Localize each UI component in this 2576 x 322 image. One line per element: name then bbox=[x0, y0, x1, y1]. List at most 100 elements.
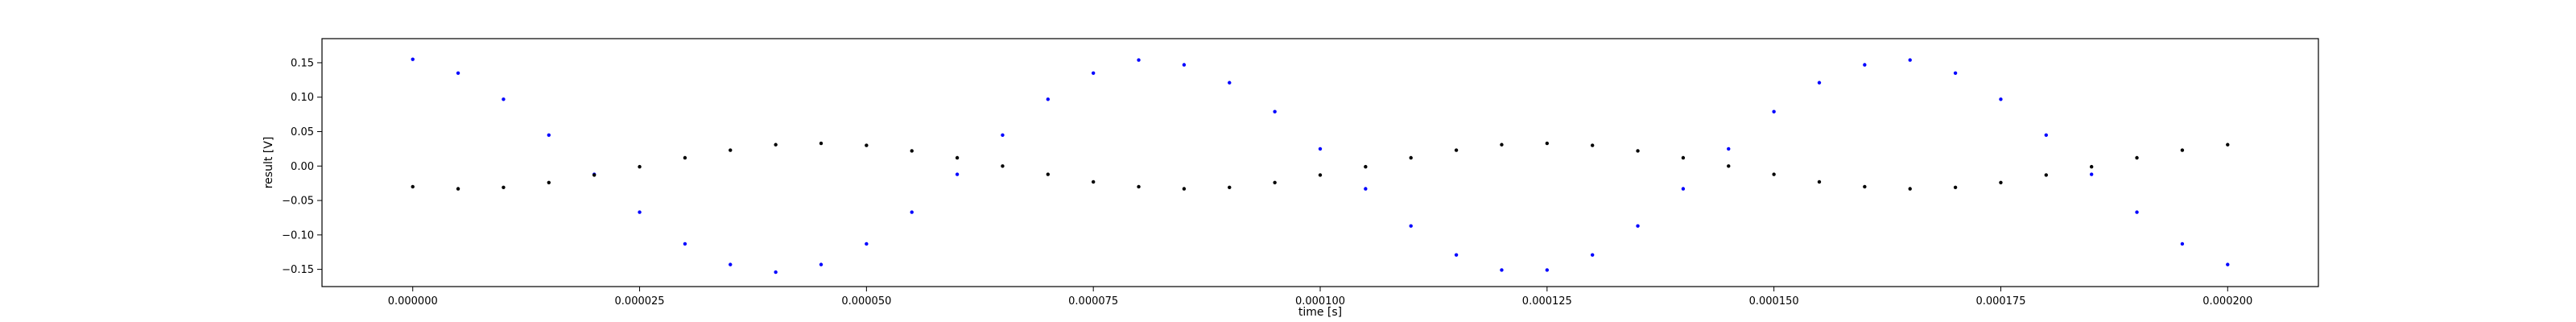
x-tick-label: 0.000000 bbox=[388, 295, 438, 308]
data-point bbox=[1500, 142, 1504, 147]
data-point bbox=[2226, 142, 2230, 147]
y-tick-label: 0.05 bbox=[291, 126, 314, 138]
data-point bbox=[2180, 148, 2185, 152]
data-point bbox=[1454, 253, 1459, 257]
data-point bbox=[2044, 173, 2049, 177]
data-point bbox=[774, 142, 778, 147]
data-point bbox=[1364, 164, 1368, 169]
data-point bbox=[456, 71, 460, 75]
data-point bbox=[1681, 187, 1686, 191]
data-point bbox=[1999, 97, 2003, 101]
data-point bbox=[1545, 141, 1550, 146]
data-point bbox=[1636, 149, 1640, 153]
data-point bbox=[865, 143, 869, 147]
data-point bbox=[502, 185, 506, 189]
data-point bbox=[1590, 253, 1595, 257]
data-point bbox=[638, 210, 642, 214]
data-point bbox=[1908, 58, 1912, 62]
data-point bbox=[638, 164, 642, 169]
data-point bbox=[683, 155, 687, 160]
y-tick-label: −0.05 bbox=[282, 196, 314, 208]
data-point bbox=[2226, 262, 2230, 266]
data-point bbox=[1817, 80, 1822, 85]
data-point bbox=[819, 262, 824, 266]
data-point bbox=[683, 242, 687, 246]
data-point bbox=[1182, 63, 1187, 67]
data-point bbox=[1409, 224, 1413, 228]
data-point bbox=[547, 180, 551, 185]
data-point bbox=[910, 210, 914, 214]
data-point bbox=[2089, 164, 2094, 169]
data-point bbox=[1046, 172, 1051, 176]
data-point bbox=[1454, 148, 1459, 152]
data-point bbox=[1273, 180, 1277, 185]
data-point bbox=[2180, 242, 2185, 246]
data-point bbox=[1863, 184, 1867, 189]
data-point bbox=[1091, 180, 1096, 184]
data-point bbox=[1817, 180, 1822, 184]
data-point bbox=[1681, 155, 1686, 160]
data-point bbox=[547, 133, 551, 137]
data-point bbox=[1318, 147, 1323, 151]
y-tick-label: −0.15 bbox=[282, 264, 314, 276]
data-point bbox=[1091, 71, 1096, 75]
y-tick-label: 0.00 bbox=[291, 161, 314, 173]
data-point bbox=[1772, 172, 1776, 176]
series-1 bbox=[411, 57, 2230, 275]
x-tick-label: 0.000175 bbox=[1975, 295, 2025, 308]
x-tick-label: 0.000100 bbox=[1295, 295, 1345, 308]
x-tick-label: 0.000150 bbox=[1749, 295, 1799, 308]
data-point bbox=[1409, 155, 1413, 160]
x-tick-label: 0.000050 bbox=[841, 295, 891, 308]
data-point bbox=[1908, 187, 1912, 191]
data-point bbox=[502, 97, 506, 101]
data-point bbox=[1001, 164, 1005, 168]
data-point bbox=[865, 242, 869, 246]
x-tick-label: 0.000025 bbox=[615, 295, 665, 308]
y-tick-label: −0.10 bbox=[282, 229, 314, 242]
data-point bbox=[819, 141, 824, 146]
data-point bbox=[1545, 268, 1550, 272]
y-tick-label: 0.15 bbox=[291, 57, 314, 69]
y-axis-label: result [V] bbox=[262, 137, 275, 189]
data-point bbox=[1863, 63, 1867, 67]
data-point bbox=[2089, 172, 2094, 176]
data-point bbox=[1228, 80, 1232, 85]
x-axis: 0.000000 0.000025 0.000050 0.000075 0.000100… bbox=[388, 287, 2252, 308]
data-point bbox=[1001, 133, 1005, 137]
data-point bbox=[2135, 210, 2139, 214]
data-point bbox=[411, 57, 415, 61]
x-axis-label: time [s] bbox=[1298, 306, 1342, 319]
data-point bbox=[1727, 164, 1731, 168]
data-point bbox=[2044, 133, 2049, 137]
data-point bbox=[910, 149, 914, 153]
data-point bbox=[1364, 187, 1368, 191]
data-point bbox=[774, 270, 778, 275]
data-point bbox=[955, 155, 960, 160]
data-point bbox=[1727, 147, 1731, 151]
data-point bbox=[1953, 71, 1958, 75]
y-tick-label: 0.10 bbox=[291, 92, 314, 104]
data-point bbox=[1228, 185, 1232, 189]
data-point bbox=[1273, 109, 1277, 114]
plot-area-frame bbox=[321, 38, 2319, 287]
x-tick-label: 0.000125 bbox=[1522, 295, 1572, 308]
data-point bbox=[1500, 268, 1504, 272]
data-point bbox=[1137, 58, 1141, 62]
data-point bbox=[1046, 97, 1051, 101]
data-point bbox=[1590, 143, 1595, 147]
data-point bbox=[456, 187, 460, 191]
data-point bbox=[411, 184, 415, 189]
data-point bbox=[1999, 180, 2003, 185]
data-point bbox=[592, 173, 597, 177]
data-point bbox=[1182, 187, 1187, 191]
data-point bbox=[1137, 184, 1141, 189]
data-point bbox=[1636, 224, 1640, 228]
data-point bbox=[2135, 155, 2139, 160]
data-point bbox=[955, 172, 960, 176]
x-tick-label: 0.000200 bbox=[2202, 295, 2252, 308]
data-series bbox=[411, 57, 2230, 275]
data-point bbox=[1953, 185, 1958, 189]
x-tick-label: 0.000075 bbox=[1068, 295, 1118, 308]
